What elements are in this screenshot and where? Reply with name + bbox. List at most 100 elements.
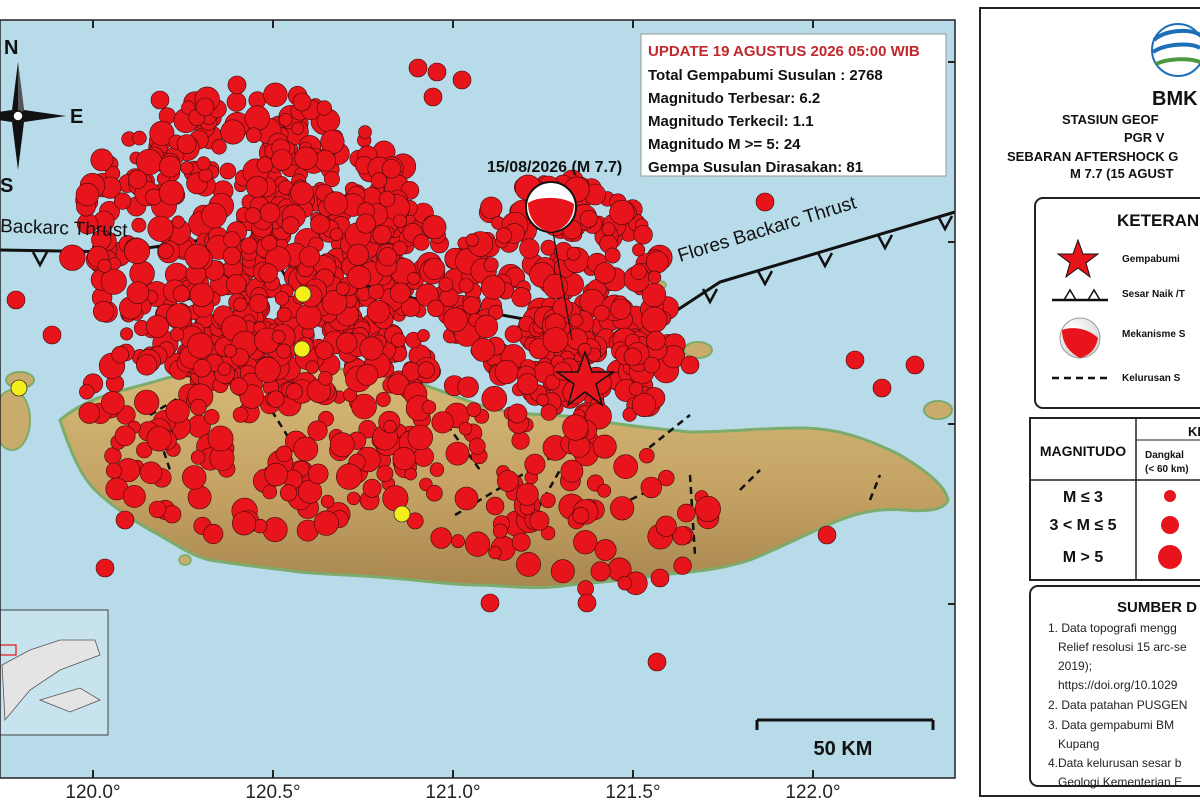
focal-mechanism-beachball — [525, 181, 577, 233]
aftershock-marker — [488, 545, 502, 560]
panel-title-line2: M 7.7 (15 AGUST — [1070, 166, 1174, 181]
aftershock-marker — [159, 155, 182, 178]
source-item-1: 1. Data topografi mengg — [1048, 621, 1177, 635]
aftershock-marker — [462, 296, 481, 315]
aftershock-marker — [136, 442, 153, 459]
aftershock-marker — [129, 260, 155, 287]
aftershock-marker — [321, 290, 348, 316]
aftershock-marker — [550, 559, 575, 584]
aftershock-marker — [647, 270, 662, 284]
aftershock-marker — [641, 306, 668, 333]
aftershock-marker — [104, 447, 122, 465]
aftershock-events — [6, 58, 925, 672]
legend-item-dashed: Kelurusan S — [1122, 373, 1181, 384]
aftershock-marker — [438, 277, 454, 292]
aftershock-marker — [233, 297, 248, 312]
aftershock-marker — [246, 127, 262, 143]
aftershock-marker — [392, 240, 408, 256]
aftershock-marker — [613, 454, 639, 480]
aftershock-marker — [244, 105, 270, 131]
panel-station-line1: STASIUN GEOF — [1062, 112, 1159, 127]
source-item-2: Relief resolusi 15 arc-se — [1058, 640, 1187, 654]
aftershock-marker — [423, 87, 443, 107]
aftershock-marker — [78, 402, 101, 424]
aftershock-marker — [329, 432, 355, 458]
aftershock-marker — [240, 237, 258, 255]
scale-bar: 50 KM — [755, 718, 935, 760]
aftershock-marker — [336, 463, 363, 490]
aftershock-marker — [134, 389, 160, 415]
aftershock-marker — [148, 500, 167, 519]
felt-aftershock-marker — [294, 285, 312, 303]
legend-star-icon — [1056, 238, 1100, 279]
aftershock-marker — [640, 476, 662, 499]
aftershock-marker — [323, 171, 340, 188]
aftershock-marker — [323, 191, 348, 216]
info-title: UPDATE 19 AGUSTUS 2026 05:00 WIB — [648, 43, 920, 60]
aftershock-marker — [313, 510, 339, 536]
aftershock-marker — [391, 332, 406, 348]
legend-item-thrust: Sesar Naik /T — [1122, 289, 1185, 300]
aftershock-marker — [271, 329, 286, 344]
mag-header: MAGNITUDO — [1040, 443, 1126, 459]
aftershock-marker — [481, 275, 506, 300]
aftershock-marker — [158, 180, 185, 206]
aftershock-marker — [294, 146, 318, 170]
aftershock-marker — [845, 350, 865, 370]
source-item-3: 2019); — [1058, 659, 1092, 673]
info-line-total: Total Gempabumi Susulan : 2768 — [648, 67, 883, 84]
lon-label-1: 120.0° — [65, 782, 120, 800]
aftershock-marker — [356, 363, 379, 386]
aftershock-marker — [426, 484, 443, 502]
aftershock-marker — [457, 376, 479, 398]
aftershock-marker — [329, 227, 343, 241]
felt-aftershock-marker — [10, 379, 28, 397]
aftershock-marker — [347, 491, 361, 506]
aftershock-marker — [375, 391, 391, 407]
legend-beachball-icon — [1059, 317, 1101, 359]
legend-thrust-icon — [1052, 288, 1108, 302]
aftershock-marker — [132, 130, 147, 146]
aftershock-marker — [529, 510, 550, 531]
felt-aftershock-marker — [293, 340, 311, 358]
island-far-east — [923, 400, 953, 420]
aftershock-marker — [211, 139, 227, 155]
aftershock-marker — [220, 119, 246, 145]
aftershock-marker — [195, 97, 215, 117]
aftershock-marker — [536, 393, 550, 407]
aftershock-marker — [465, 531, 491, 557]
aftershock-marker — [307, 420, 328, 441]
aftershock-marker — [181, 100, 196, 115]
aftershock-marker — [609, 199, 635, 226]
source-item-5: 2. Data patahan PUSGEN — [1048, 698, 1187, 712]
map-ticks — [92, 20, 955, 778]
island-west — [0, 389, 31, 451]
aftershock-marker — [281, 216, 300, 235]
aftershock-marker — [203, 409, 220, 425]
aftershock-marker — [147, 215, 174, 242]
aftershock-marker — [383, 420, 397, 434]
aftershock-marker — [307, 463, 329, 485]
aftershock-marker — [136, 354, 158, 376]
aftershock-marker — [655, 515, 677, 537]
aftershock-marker — [445, 441, 470, 466]
aftershock-marker — [604, 247, 621, 264]
aftershock-marker — [628, 381, 644, 397]
mag-symbol-large — [1158, 545, 1182, 569]
aftershock-marker — [452, 70, 472, 90]
info-line-m5: Magnitudo M >= 5: 24 — [648, 136, 801, 153]
felt-aftershock-marker — [393, 505, 411, 523]
info-box: UPDATE 19 AGUSTUS 2026 05:00 WIB Total G… — [640, 33, 947, 177]
aftershock-marker — [223, 231, 241, 249]
aftershock-marker — [166, 303, 192, 329]
aftershock-marker — [423, 257, 446, 280]
aftershock-marker — [172, 285, 190, 303]
aftershock-marker — [516, 482, 539, 506]
aftershock-marker — [378, 190, 396, 208]
aftershock-marker — [422, 215, 447, 240]
aftershock-marker — [422, 400, 437, 415]
aftershock-marker — [429, 462, 445, 477]
aftershock-marker — [480, 196, 503, 220]
aftershock-marker — [485, 496, 505, 516]
